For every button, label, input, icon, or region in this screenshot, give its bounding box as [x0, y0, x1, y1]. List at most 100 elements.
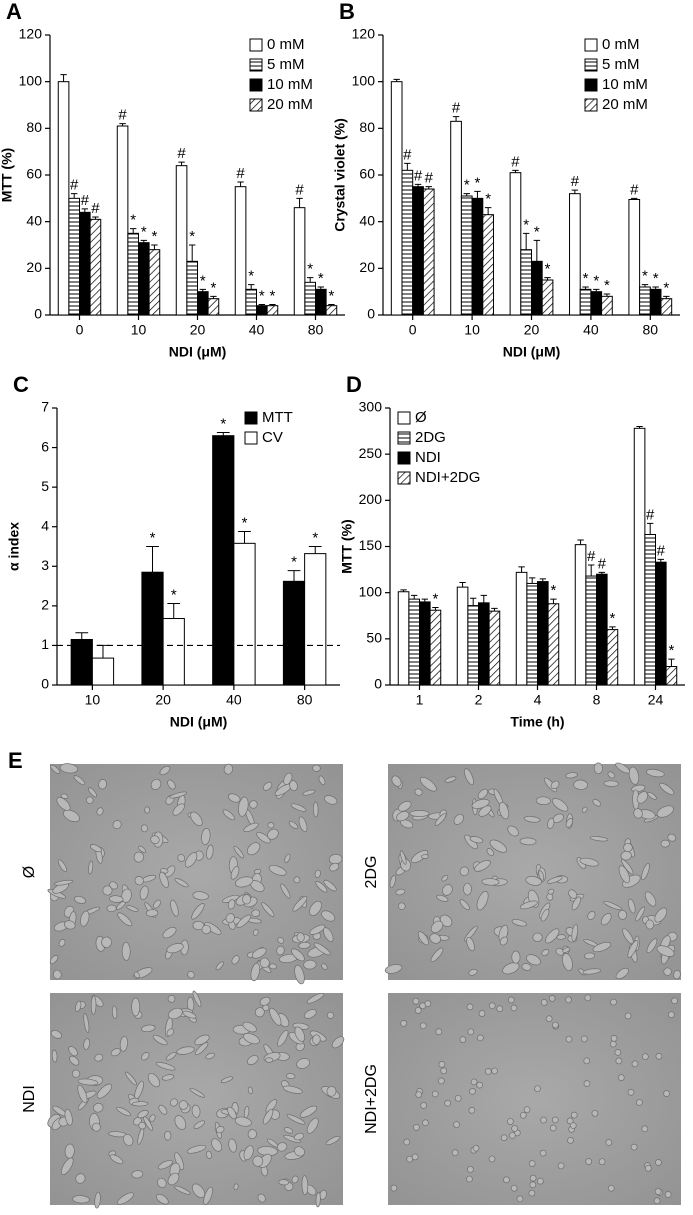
cell	[227, 899, 236, 910]
significance-mark: #	[587, 548, 596, 565]
cell	[636, 791, 649, 804]
significance-mark: #	[118, 107, 127, 124]
y-tick-label: 300	[359, 399, 383, 415]
cell	[587, 911, 596, 920]
y-tick-label: 20	[359, 259, 375, 275]
cell	[88, 787, 98, 798]
cell	[541, 949, 550, 957]
cell	[400, 1020, 408, 1027]
cell	[101, 936, 112, 948]
cell	[137, 1109, 149, 1119]
cell	[109, 1154, 124, 1165]
cell	[435, 1028, 443, 1036]
cell	[511, 1125, 518, 1132]
cell	[323, 927, 334, 942]
cell	[523, 815, 541, 823]
x-axis-title: NDI (μM)	[169, 344, 227, 360]
cell	[68, 1046, 78, 1057]
cell	[540, 908, 550, 922]
error-bar	[71, 193, 78, 199]
cell	[98, 779, 107, 790]
cell	[189, 1087, 205, 1098]
cell	[295, 1041, 305, 1052]
cell	[125, 1071, 137, 1086]
cell	[69, 1055, 80, 1066]
cell	[507, 996, 515, 1004]
cell	[589, 836, 609, 842]
error-bar	[189, 244, 196, 262]
cell	[419, 776, 437, 792]
cell	[664, 1191, 672, 1198]
cell	[303, 1009, 317, 1019]
significance-mark: *	[523, 216, 529, 233]
bar	[537, 581, 549, 686]
error-bar	[237, 181, 244, 187]
cell	[329, 862, 340, 872]
cell	[205, 1052, 215, 1060]
cell	[419, 1002, 427, 1010]
cell	[96, 1083, 113, 1099]
cell	[301, 1175, 309, 1196]
x-tick-label: 20	[155, 692, 171, 708]
cell	[570, 1111, 578, 1119]
error-bar	[151, 244, 158, 250]
cell	[659, 782, 675, 796]
cell	[436, 894, 449, 902]
cell	[641, 863, 650, 881]
cell	[292, 895, 308, 912]
cell	[77, 1078, 99, 1086]
significance-mark: #	[91, 200, 100, 217]
cell	[663, 1090, 670, 1097]
cell	[419, 1022, 427, 1030]
cell	[89, 844, 102, 853]
error-bar	[404, 162, 411, 171]
cell	[551, 1021, 559, 1029]
cell	[75, 1173, 86, 1184]
y-tick-label: 5	[41, 478, 49, 494]
y-tick-label: 120	[352, 26, 376, 42]
legend-label: 0 mM	[602, 36, 640, 53]
cell	[215, 961, 224, 971]
y-tick-label: 0	[367, 306, 375, 322]
significance-mark: *	[141, 223, 147, 240]
cell	[569, 1122, 577, 1129]
cell	[246, 842, 261, 856]
cell	[654, 1188, 662, 1195]
cell	[131, 997, 141, 1017]
legend-swatch	[397, 451, 411, 465]
cell	[610, 998, 617, 1006]
cell	[618, 865, 630, 884]
cell	[306, 992, 325, 1004]
cell	[556, 934, 567, 940]
cell	[615, 762, 631, 774]
cell	[481, 878, 500, 886]
cell	[236, 914, 252, 928]
cell	[491, 1067, 498, 1075]
cell	[252, 929, 259, 936]
cell	[641, 1125, 649, 1133]
cell	[230, 866, 240, 880]
cell	[656, 805, 674, 818]
cell	[523, 1106, 531, 1114]
cell	[451, 1149, 459, 1157]
cell	[321, 963, 328, 970]
error-bar	[544, 277, 551, 280]
error-bar	[636, 425, 643, 429]
x-axis-title: Time (h)	[510, 714, 564, 730]
significance-mark: *	[475, 174, 481, 191]
cell	[259, 996, 271, 1006]
cell	[251, 947, 267, 959]
cell	[166, 1028, 175, 1037]
bar	[325, 305, 338, 316]
cell	[470, 1078, 478, 1086]
significance-mark: *	[642, 268, 648, 285]
error-bar	[539, 578, 546, 582]
significance-mark: *	[593, 272, 599, 289]
cell	[429, 933, 442, 944]
cell	[312, 1034, 321, 1045]
cell	[133, 971, 140, 979]
cell	[655, 1052, 663, 1060]
significance-mark: #	[177, 145, 186, 162]
cell	[167, 1172, 180, 1186]
bar	[68, 197, 80, 316]
